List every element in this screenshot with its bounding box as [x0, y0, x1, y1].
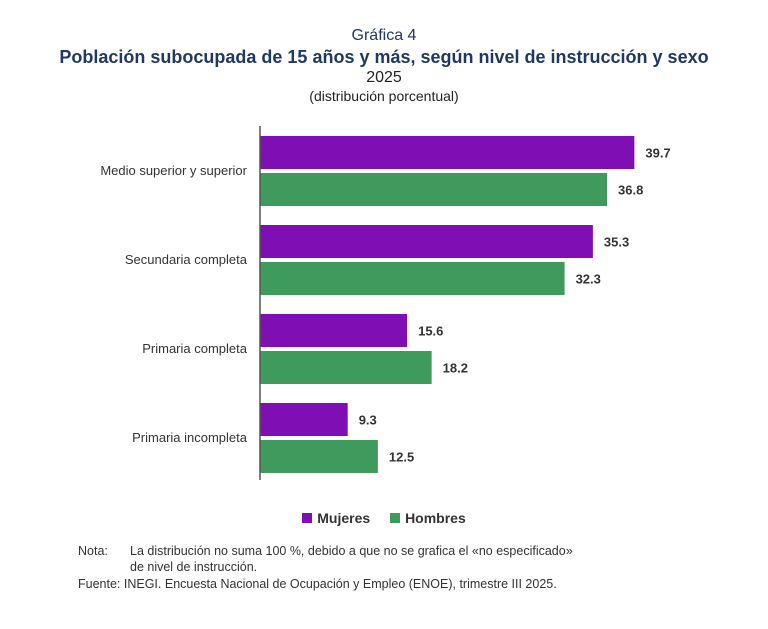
chart-kicker: Gráfica 4	[351, 27, 417, 44]
source-row: Fuente: INEGI. Encuesta Nacional de Ocup…	[78, 576, 728, 592]
bar-hombres-1	[260, 262, 565, 295]
legend-label-mujeres: Mujeres	[317, 510, 371, 526]
data-label: 35.3	[604, 235, 629, 250]
legend-item-mujeres: Mujeres	[302, 510, 370, 526]
bar-hombres-3	[260, 440, 378, 473]
chart-header: Gráfica 4 Población subocupada de 15 año…	[0, 26, 768, 105]
chart-subtitle: (distribución porcentual)	[309, 88, 459, 104]
data-label: 12.5	[389, 450, 414, 465]
category-label: Medio superior y superior	[100, 163, 247, 178]
bar-hombres-0	[260, 173, 608, 206]
category-label: Secundaria completa	[125, 252, 248, 267]
note-line-1: La distribución no suma 100 %, debido a …	[130, 544, 573, 558]
chart-notes: Nota: La distribución no suma 100 %, deb…	[78, 543, 728, 592]
chart-year: 2025	[366, 69, 402, 86]
bar-mujeres-2	[260, 314, 408, 347]
legend-item-hombres: Hombres	[390, 510, 466, 526]
source-label: Fuente:	[78, 577, 121, 591]
source-text: INEGI. Encuesta Nacional de Ocupación y …	[123, 577, 557, 591]
bar-mujeres-1	[260, 225, 593, 258]
chart-legend: Mujeres Hombres	[0, 510, 768, 526]
legend-swatch-mujeres	[302, 513, 313, 523]
legend-label-hombres: Hombres	[405, 510, 466, 526]
data-label: 15.6	[418, 324, 443, 339]
category-label: Primaria incompleta	[132, 430, 248, 445]
data-label: 18.2	[443, 361, 468, 376]
note-row: Nota: La distribución no suma 100 %, deb…	[78, 543, 728, 575]
chart-title: Población subocupada de 15 años y más, s…	[59, 47, 709, 67]
note-label: Nota:	[78, 544, 108, 558]
note-text: La distribución no suma 100 %, debido a …	[130, 543, 728, 575]
data-label: 36.8	[618, 183, 643, 198]
data-label: 32.3	[576, 272, 601, 287]
bar-chart: Medio superior y superior 39.7 36.8 Secunda…	[100, 126, 671, 480]
category-label: Primaria completa	[142, 341, 248, 356]
note-line-2: de nivel de instrucción.	[130, 560, 258, 574]
data-label: 39.7	[645, 146, 670, 161]
bar-mujeres-0	[260, 136, 635, 169]
legend-swatch-hombres	[390, 513, 401, 523]
bar-mujeres-3	[260, 403, 348, 436]
bar-hombres-2	[260, 351, 432, 384]
data-label: 9.3	[359, 413, 377, 428]
